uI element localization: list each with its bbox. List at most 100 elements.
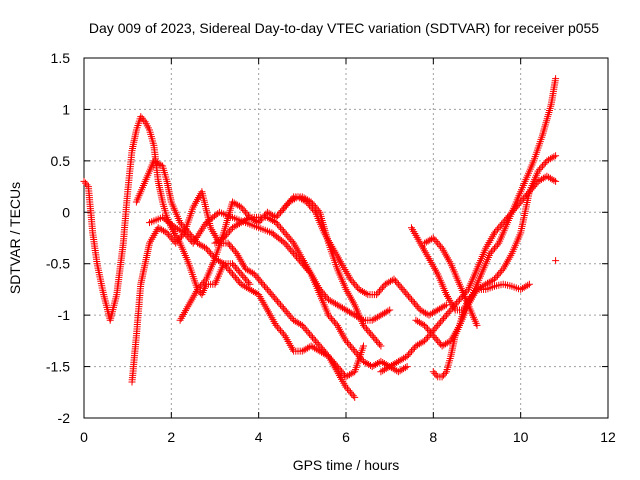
data-point (550, 176, 558, 184)
data-point (346, 342, 354, 350)
data-point (175, 236, 183, 244)
data-point (429, 368, 437, 376)
series-arc-6 (211, 193, 385, 350)
data-point (349, 392, 357, 400)
data-point (361, 323, 369, 331)
data-point (327, 315, 335, 323)
data-point (368, 332, 376, 340)
data-point (401, 364, 409, 372)
data-point (342, 383, 350, 391)
data-point (525, 188, 533, 196)
data-point (450, 303, 458, 311)
data-point (282, 231, 290, 239)
data-point (524, 281, 532, 289)
data-point (277, 301, 284, 309)
data-point (534, 167, 542, 175)
data-point (364, 327, 372, 335)
data-point (408, 347, 415, 355)
data-point (306, 330, 314, 338)
data-point (410, 299, 418, 307)
data-point (373, 337, 381, 345)
x-axis-label: GPS time / hours (293, 457, 400, 473)
data-point (281, 229, 289, 237)
data-point (527, 186, 535, 194)
y-tick-label: -2 (58, 410, 71, 426)
data-point (274, 297, 282, 305)
data-point (288, 248, 296, 256)
data-point (362, 290, 370, 297)
data-point (486, 249, 494, 257)
data-point (266, 289, 274, 297)
data-point (259, 280, 267, 288)
data-point (338, 368, 346, 376)
data-point (470, 289, 478, 297)
data-point (448, 304, 456, 312)
data-point (409, 345, 417, 353)
data-point (349, 279, 357, 287)
data-point (392, 277, 399, 285)
data-point (397, 284, 405, 292)
data-point (253, 273, 261, 281)
data-point (285, 234, 293, 242)
data-point (425, 332, 433, 340)
data-point (282, 201, 290, 209)
data-point (438, 373, 446, 381)
x-tick-label: 8 (429, 429, 437, 445)
data-point (394, 280, 402, 288)
data-point (352, 349, 360, 357)
data-point (428, 235, 436, 243)
data-point (275, 299, 283, 307)
data-point (552, 152, 560, 160)
data-point (424, 325, 431, 333)
data-point (355, 352, 363, 360)
data-point (274, 323, 282, 331)
data-point (137, 113, 145, 121)
data-point (307, 203, 315, 211)
data-point (285, 311, 293, 319)
data-point (196, 282, 204, 290)
data-point (333, 363, 341, 371)
data-point (492, 227, 500, 235)
data-point (230, 272, 238, 280)
data-point (505, 212, 513, 220)
data-point (309, 333, 316, 341)
data-point (524, 189, 532, 197)
data-point (428, 328, 436, 336)
series-arc-13 (552, 257, 560, 265)
data-point (281, 306, 289, 314)
data-point (178, 220, 185, 228)
data-point (239, 205, 247, 213)
chart-title: Day 009 of 2023, Sidereal Day-to-day VTE… (89, 20, 599, 36)
data-point (233, 265, 241, 273)
data-point (362, 325, 370, 333)
data-point (236, 268, 244, 276)
data-point (243, 210, 251, 218)
data-point (223, 231, 231, 239)
data-point (274, 212, 282, 220)
data-point (504, 213, 512, 221)
data-point (226, 241, 234, 249)
data-point (234, 267, 242, 275)
data-point (496, 222, 504, 230)
data-point (377, 285, 385, 293)
data-point (279, 304, 287, 312)
data-point (351, 393, 359, 401)
y-tick-label: 0 (62, 204, 70, 220)
data-point (539, 162, 546, 170)
data-point (243, 277, 251, 285)
data-point (250, 270, 258, 278)
data-point (172, 239, 180, 247)
data-point (512, 203, 520, 211)
data-point (194, 285, 201, 293)
data-point (325, 311, 332, 319)
data-point (223, 263, 231, 271)
data-point (422, 335, 430, 343)
data-point (431, 333, 439, 341)
data-point (272, 213, 280, 221)
data-point (374, 289, 382, 297)
data-point (444, 309, 452, 317)
data-point (360, 321, 367, 329)
data-point (412, 301, 420, 309)
data-point (437, 243, 445, 251)
